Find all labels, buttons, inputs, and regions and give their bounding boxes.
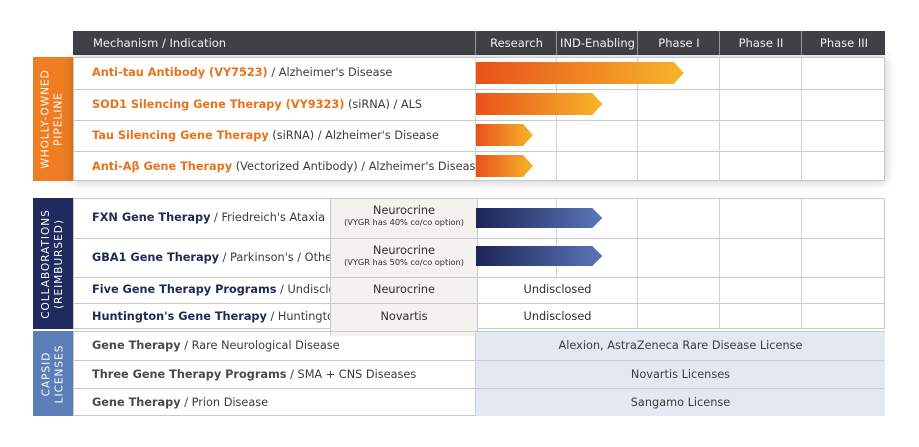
- wholly-owned-progress-bar: [476, 93, 603, 115]
- program-name: Three Gene Therapy Programs: [92, 368, 287, 381]
- table-row: Anti-tau Antibody (VY7523) / Alzheimer's…: [92, 66, 393, 79]
- capsid-licenses-section: Gene Therapy / Rare Neurological Disease…: [73, 331, 885, 416]
- header-phase-2: Phase II: [719, 31, 802, 55]
- program-name: GBA1 Gene Therapy: [92, 251, 220, 264]
- wholly-owned-progress-bar: [476, 62, 684, 84]
- partner-name: Novartis: [380, 310, 428, 323]
- header-phase-3: Phase III: [801, 31, 886, 55]
- program-name: Tau Silencing Gene Therapy: [92, 129, 269, 142]
- table-row: FXN Gene Therapy / Friedreich's Ataxia N…: [74, 199, 884, 243]
- wholly-owned-progress-bar: [476, 124, 534, 146]
- license-text: Novartis Licenses: [630, 368, 731, 381]
- header-mechanism: Mechanism / Indication: [93, 36, 227, 50]
- program-name: SOD1 Silencing Gene Therapy (VY9323): [92, 98, 345, 111]
- table-row: Gene Therapy / Rare Neurological Disease…: [74, 332, 884, 360]
- collaboration-progress-bar: [476, 208, 603, 228]
- table-row: SOD1 Silencing Gene Therapy (VY9323) (si…: [74, 89, 884, 121]
- program-name: Gene Therapy: [92, 396, 181, 409]
- partner-name: Neurocrine: [373, 204, 435, 217]
- table-row: Five Gene Therapy Programs / Undisclosed…: [74, 277, 884, 308]
- program-name: FXN Gene Therapy: [92, 211, 211, 224]
- program-name: Five Gene Therapy Programs: [92, 283, 277, 296]
- program-name: Anti-tau Antibody (VY7523): [92, 66, 268, 79]
- wholly-owned-section: Anti-tau Antibody (VY7523) / Alzheimer's…: [73, 57, 885, 181]
- table-row: Gene Therapy / Prion Disease Sangamo Lic…: [74, 388, 884, 417]
- header-phase-1: Phase I: [637, 31, 720, 55]
- program-name: Huntington's Gene Therapy: [92, 310, 267, 323]
- collaboration-progress-bar: [476, 246, 603, 266]
- partner-note: (VYGR has 40% co/co option): [344, 217, 464, 227]
- stage-status: Undisclosed: [523, 283, 592, 296]
- collaborations-label: COLLABORATIONS (REIMBURSED): [33, 198, 73, 329]
- table-row: GBA1 Gene Therapy / Parkinson's / Other …: [74, 238, 884, 282]
- license-text: Alexion, AstraZeneca Rare Disease Licens…: [558, 339, 803, 352]
- table-row: Three Gene Therapy Programs / SMA + CNS …: [74, 360, 884, 389]
- partner-name: Neurocrine: [373, 244, 435, 257]
- pipeline-header: Mechanism / Indication Research IND-Enab…: [73, 31, 885, 55]
- wholly-owned-progress-bar: [476, 155, 534, 177]
- header-ind-enabling: IND-Enabling: [556, 31, 638, 55]
- table-row: Huntington's Gene Therapy / Huntington's…: [74, 303, 884, 336]
- partner-name: Neurocrine: [373, 283, 435, 296]
- table-row: Tau Silencing Gene Therapy (siRNA) / Alz…: [74, 120, 884, 152]
- wholly-owned-label: WHOLLY-OWNED PIPELINE: [33, 57, 73, 181]
- collaborations-section: FXN Gene Therapy / Friedreich's Ataxia N…: [73, 198, 885, 336]
- program-name: Gene Therapy: [92, 339, 181, 352]
- table-row: Anti-Aβ Gene Therapy (Vectorized Antibod…: [74, 151, 884, 183]
- stage-status: Undisclosed: [523, 310, 592, 323]
- header-research: Research: [475, 31, 557, 55]
- capsid-licenses-label: CAPSID LICENSES: [33, 331, 73, 416]
- program-name: Anti-Aβ Gene Therapy: [92, 160, 233, 173]
- partner-note: (VYGR has 50% co/co option): [344, 257, 464, 267]
- license-text: Sangamo License: [630, 396, 731, 409]
